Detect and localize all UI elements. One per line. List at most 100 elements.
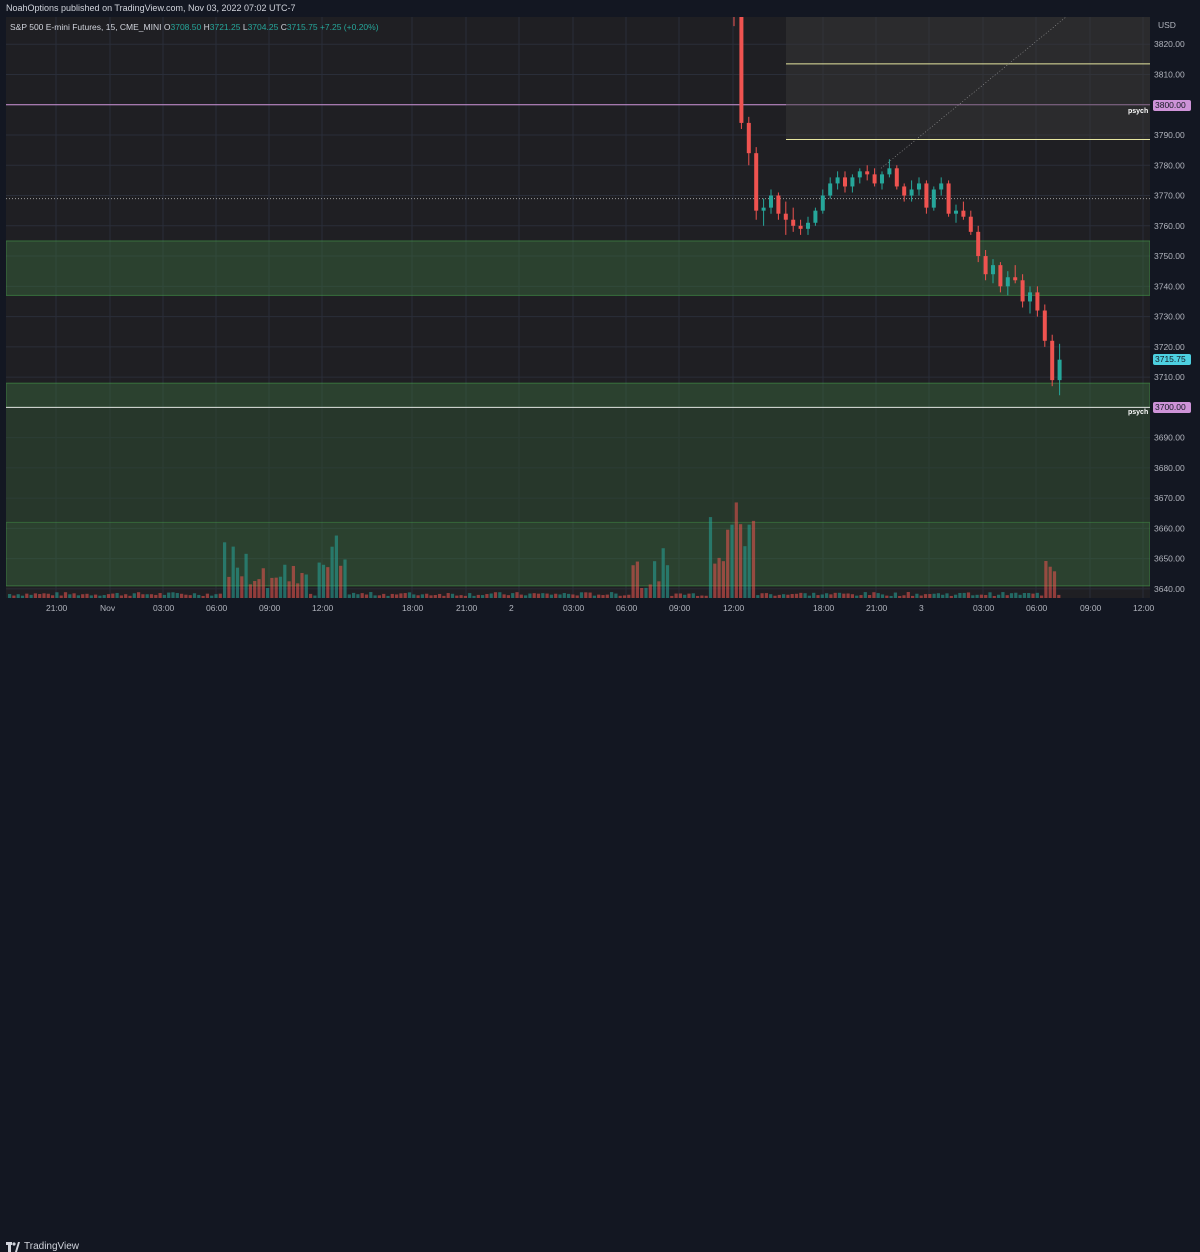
volume-bar	[399, 593, 403, 598]
time-axis-ticks: 21:00 Nov 03:00 06:00 09:00 12:00 18:00 21:00 2 0…	[46, 603, 1155, 613]
candle-body	[813, 210, 818, 223]
volume-bar	[1044, 560, 1048, 598]
volume-bar	[575, 595, 579, 598]
volume-bar	[8, 594, 12, 598]
volume-bar	[601, 595, 605, 598]
volume-bar	[966, 592, 971, 598]
time-tick-label: 03:00	[153, 603, 175, 613]
volume-bar	[549, 594, 553, 598]
volume-bar	[562, 593, 566, 598]
volume-bar	[614, 593, 618, 598]
candle-body	[894, 168, 899, 187]
chart-canvas[interactable]	[6, 17, 1150, 598]
volume-bar	[235, 567, 240, 598]
horizontal-levels	[6, 104, 1150, 408]
volume-bar	[915, 593, 919, 598]
volume-bar	[416, 595, 420, 598]
volume-bar	[941, 594, 945, 598]
candle-body	[806, 222, 810, 229]
volume-bar	[72, 593, 76, 598]
volume-bar	[640, 587, 644, 598]
candle-body	[968, 216, 973, 232]
volume-bar	[493, 592, 498, 598]
candle-body	[976, 231, 981, 257]
volume-bar	[356, 594, 360, 598]
price-axis[interactable]: 3820.00 3810.00 3790.00 3780.00 3770.00 3760.…	[1150, 17, 1200, 598]
volume-bar	[756, 595, 760, 598]
time-tick-label: 03:00	[563, 603, 585, 613]
candle-body	[917, 183, 921, 190]
volume-bar	[764, 593, 768, 598]
time-tick-label: 09:00	[259, 603, 281, 613]
volume-bar	[124, 594, 128, 598]
volume-bar	[911, 595, 915, 598]
volume-bar	[472, 595, 476, 598]
volume-bar	[1022, 592, 1026, 598]
volume-bar	[717, 557, 721, 598]
volume-bar	[734, 502, 738, 598]
volume-bar	[412, 594, 416, 598]
volume-bar	[386, 595, 390, 598]
volume-bar	[971, 595, 975, 598]
volume-bar	[304, 574, 308, 598]
chart-area[interactable]	[6, 17, 1150, 598]
volume-bar	[175, 593, 179, 598]
time-tick-label: 12:00	[723, 603, 745, 613]
volume-bar	[407, 592, 412, 598]
price-tick-label: 3720.00	[1154, 342, 1185, 352]
volume-bar	[545, 593, 549, 598]
currency-label[interactable]: USD	[1158, 20, 1176, 30]
candle-body	[1035, 292, 1040, 311]
volume-bar	[59, 595, 63, 598]
volume-bar	[360, 593, 364, 598]
volume-bar	[743, 546, 747, 598]
volume-bar	[442, 595, 446, 598]
volume-bar	[450, 593, 455, 598]
volume-bar	[278, 576, 283, 598]
time-axis[interactable]: 21:00 Nov 03:00 06:00 09:00 12:00 18:00 21:00 2 0…	[6, 598, 1200, 618]
volume-bar	[837, 592, 842, 598]
candle-body	[961, 210, 966, 217]
volume-bar	[657, 581, 661, 598]
price-tick-label: 3790.00	[1154, 130, 1185, 140]
candle-body	[924, 183, 929, 208]
volume-bar	[81, 594, 85, 598]
price-tick-label: 3810.00	[1154, 69, 1185, 79]
volume-bar	[751, 520, 756, 598]
volume-bar	[128, 595, 132, 598]
volume-bar	[790, 594, 794, 598]
volume-bar	[850, 594, 854, 598]
price-tick-label: 3680.00	[1154, 463, 1185, 473]
volume-bar	[678, 593, 682, 598]
volume-bar	[1052, 571, 1057, 598]
volume-bar	[29, 594, 33, 598]
volume-bar	[833, 592, 837, 598]
volume-bar	[321, 564, 326, 598]
volume-bar	[463, 595, 467, 598]
tradingview-brand[interactable]: TradingView	[6, 1241, 79, 1252]
candle-body	[991, 265, 995, 275]
volume-bar	[648, 584, 652, 598]
price-tick-label: 3750.00	[1154, 251, 1185, 261]
support-zones	[6, 240, 1150, 587]
volume-bar	[106, 594, 111, 598]
volume-bar	[571, 594, 575, 598]
volume-bar	[438, 593, 442, 598]
tradingview-app: NoahOptions published on TradingView.com…	[6, 3, 1200, 1252]
volume-bar	[859, 595, 863, 598]
volume-bar	[928, 594, 932, 598]
volume-bar	[481, 595, 485, 598]
volume-bar	[498, 592, 502, 598]
high-value: 3721.25	[209, 22, 241, 32]
candle-body	[902, 186, 907, 196]
volume-bar	[266, 587, 270, 598]
volume-bar	[1014, 592, 1018, 598]
candle-body	[769, 195, 773, 208]
volume-bar	[708, 517, 713, 598]
volume-bar	[20, 595, 25, 598]
time-tick-label: 21:00	[456, 603, 478, 613]
candle-body	[865, 171, 870, 175]
candle-body	[1050, 340, 1055, 381]
volume-bar	[313, 595, 317, 598]
volume-bar	[55, 592, 59, 598]
